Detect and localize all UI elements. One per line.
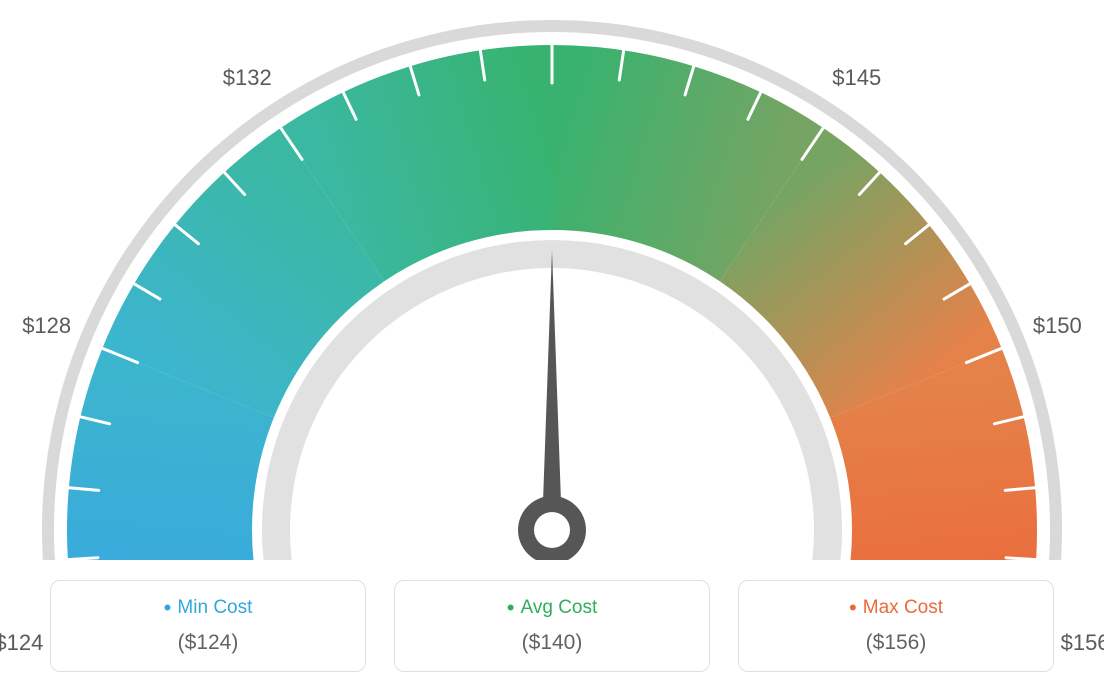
legend-card-avg: Avg Cost ($140) bbox=[394, 580, 710, 672]
gauge-tick-label: $132 bbox=[223, 65, 272, 91]
gauge-tick-label: $150 bbox=[1033, 313, 1082, 339]
gauge-tick-label: $128 bbox=[22, 313, 71, 339]
legend-avg-value: ($140) bbox=[395, 631, 709, 655]
legend-row: Min Cost ($124) Avg Cost ($140) Max Cost… bbox=[0, 580, 1104, 672]
legend-min-label: Min Cost bbox=[51, 595, 365, 621]
legend-card-max: Max Cost ($156) bbox=[738, 580, 1054, 672]
legend-min-value: ($124) bbox=[51, 631, 365, 655]
cost-gauge: $124$128$132$140$145$150$156 bbox=[0, 0, 1104, 560]
legend-max-value: ($156) bbox=[739, 631, 1053, 655]
legend-card-min: Min Cost ($124) bbox=[50, 580, 366, 672]
legend-max-label: Max Cost bbox=[739, 595, 1053, 621]
gauge-tick-label: $145 bbox=[832, 65, 881, 91]
gauge-svg bbox=[0, 0, 1104, 560]
legend-avg-label: Avg Cost bbox=[395, 595, 709, 621]
